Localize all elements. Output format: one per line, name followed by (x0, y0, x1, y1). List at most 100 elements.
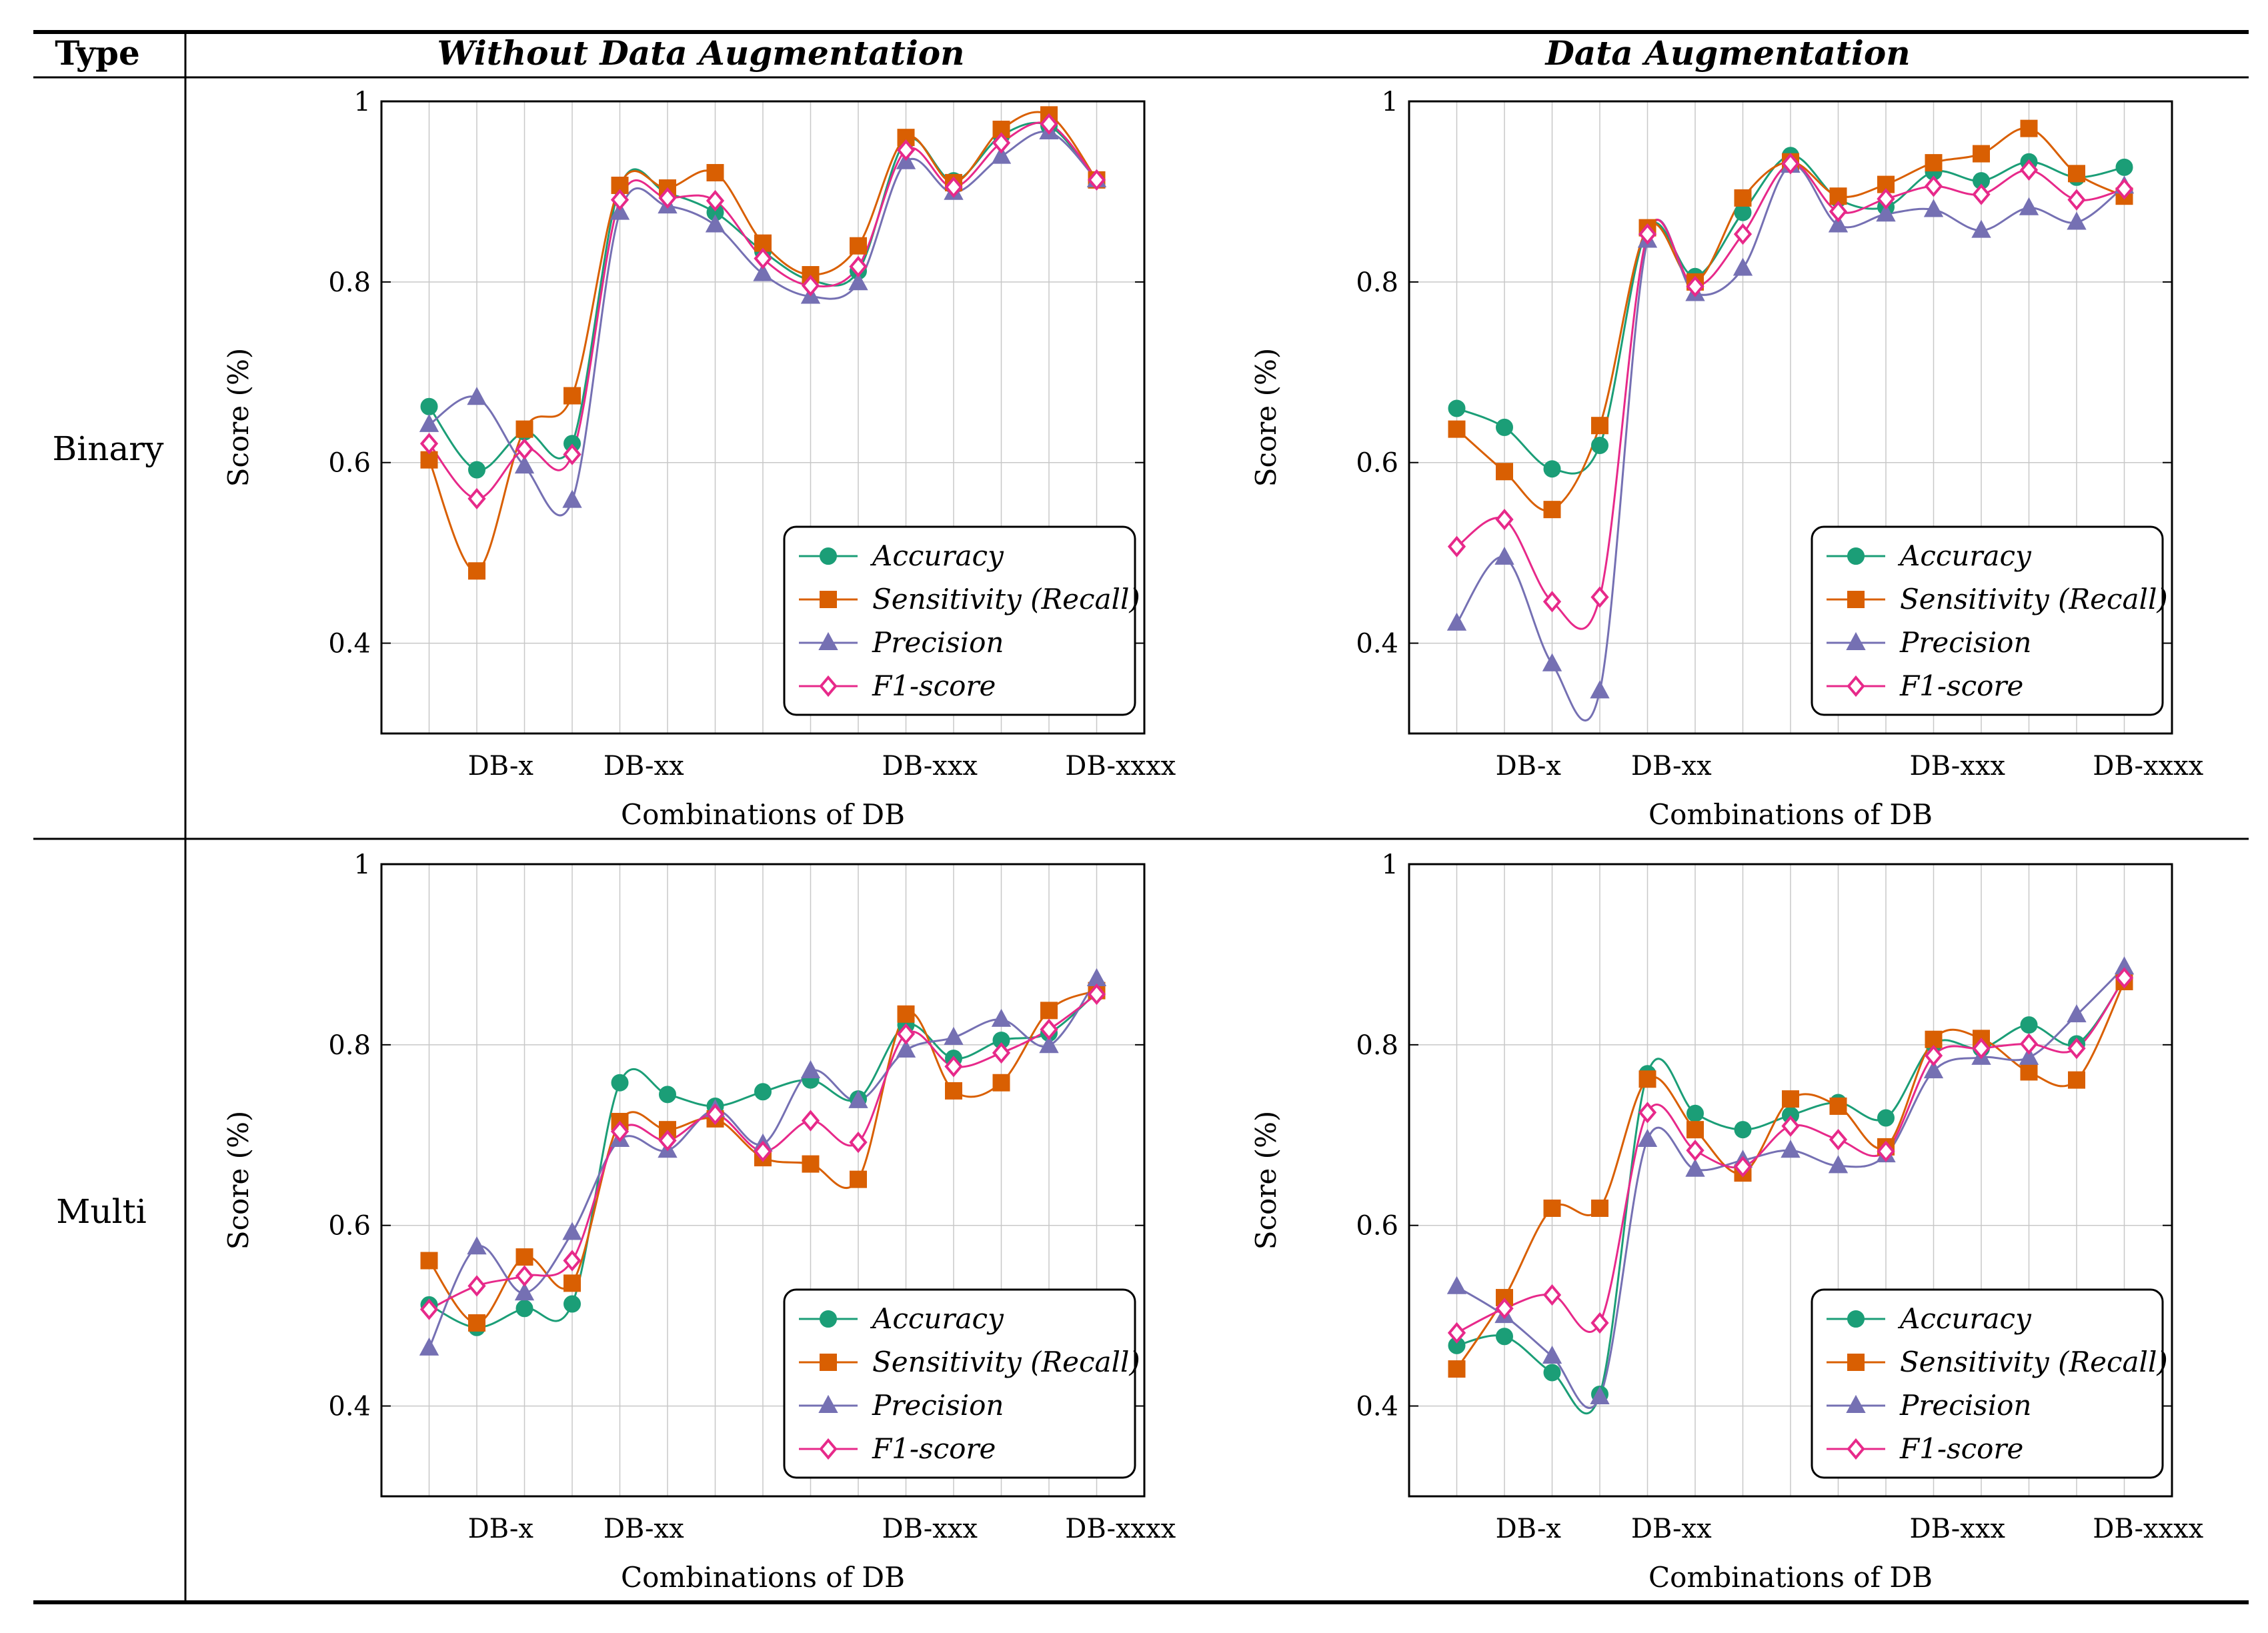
row-label-multi: Multi (56, 1192, 146, 1231)
y-tick-label: 0.4 (1356, 1392, 1398, 1422)
point-precision (1923, 1060, 1944, 1079)
legend: Accuracy Sensitivity (Recall) Precision F1-… (1811, 1288, 2168, 1479)
point-sensitivity-recall (1591, 417, 1608, 435)
legend-label-f1-score: F1-score (872, 1432, 996, 1465)
x-axis-label: Combinations of DB (1648, 798, 1933, 831)
point-accuracy (2115, 158, 2133, 176)
point-sensitivity-recall (706, 163, 724, 181)
legend-marker-sensitivity-recall (1847, 591, 1865, 608)
chart-multi-data-augmentation: 0.4 0.6 0.8 1 DB-x DB-xx DB-xxx DB-xxxx Combinat… (1250, 850, 2204, 1594)
point-f1-score (1447, 535, 1466, 557)
point-f1-score (849, 255, 868, 277)
point-precision (1923, 199, 1944, 217)
point-precision (514, 1282, 535, 1301)
point-sensitivity-recall (420, 1252, 438, 1270)
point-f1-score (1087, 983, 1106, 1006)
y-tick-label: 1 (354, 87, 371, 117)
row-label-binary: Binary (53, 429, 165, 468)
x-axis-label: Combinations of DB (621, 798, 905, 831)
y-tick-label: 0.8 (328, 1030, 371, 1061)
point-precision (419, 1337, 439, 1356)
x-tick-label: DB-x (468, 751, 534, 781)
point-sensitivity-recall (515, 1248, 533, 1266)
point-f1-score (1542, 1284, 1562, 1306)
point-f1-score (1447, 1322, 1466, 1344)
legend: Accuracy Sensitivity (Recall) Precision F1-… (1811, 525, 2168, 716)
point-f1-score (610, 1120, 630, 1142)
x-tick-label: DB-xxxx (2093, 751, 2203, 781)
y-tick-label: 0.6 (328, 448, 371, 479)
point-f1-score (1495, 1298, 1514, 1320)
point-sensitivity-recall (468, 1314, 485, 1332)
point-f1-score (1972, 1038, 1991, 1060)
point-f1-score (1972, 183, 1991, 205)
point-sensitivity-recall (468, 562, 485, 580)
legend-label-sensitivity-recall: Sensitivity (Recall) (1900, 583, 2168, 615)
point-precision (610, 201, 630, 220)
y-axis-label: Score (%) (222, 348, 255, 487)
point-f1-score (754, 1140, 772, 1162)
point-accuracy (420, 397, 438, 415)
point-f1-score (2019, 1033, 2039, 1055)
point-precision (1590, 1386, 1610, 1405)
legend-marker-accuracy (820, 1310, 837, 1328)
y-tick-label: 0.4 (328, 1392, 371, 1422)
point-f1-score (1781, 1115, 1800, 1137)
point-sensitivity-recall (2020, 1063, 2038, 1081)
legend-label-accuracy: Accuracy (1897, 1302, 2032, 1335)
point-precision (1542, 653, 1562, 671)
point-sensitivity-recall (1448, 420, 1466, 438)
point-sensitivity-recall (1543, 501, 1561, 519)
x-tick-label: DB-xx (1631, 751, 1712, 781)
point-precision (2067, 1004, 2087, 1023)
y-axis-label: Score (%) (1250, 348, 1282, 487)
legend-marker-accuracy (1847, 547, 1865, 565)
point-f1-score (1686, 1140, 1705, 1162)
point-f1-score (896, 139, 916, 161)
point-precision (2067, 211, 2087, 230)
legend-label-f1-score: F1-score (1899, 669, 2023, 702)
legend-box (1811, 525, 2164, 716)
point-f1-score (658, 187, 677, 209)
legend-label-sensitivity-recall: Sensitivity (Recall) (872, 1346, 1140, 1378)
point-f1-score (515, 1265, 534, 1287)
point-precision (1828, 214, 1849, 233)
legend-marker-sensitivity-recall (820, 591, 837, 608)
point-f1-score (515, 438, 534, 460)
legend: Accuracy Sensitivity (Recall) Precision F1-… (783, 1288, 1140, 1479)
point-sensitivity-recall (563, 1274, 581, 1292)
point-sensitivity-recall (1543, 1199, 1561, 1217)
point-f1-score (1924, 175, 1943, 197)
point-precision (753, 263, 773, 281)
legend-label-precision: Precision (1899, 626, 2031, 659)
point-f1-score (992, 132, 1011, 154)
point-precision (1828, 1155, 1849, 1174)
point-sensitivity-recall (850, 237, 867, 255)
point-f1-score (944, 176, 963, 198)
legend-label-accuracy: Accuracy (1897, 539, 2032, 572)
point-accuracy (1543, 460, 1561, 478)
plot-frame (1408, 863, 2173, 1498)
y-tick-label: 0.6 (328, 1211, 371, 1242)
point-precision (944, 1026, 964, 1046)
legend-marker-f1-score (1847, 675, 1865, 697)
point-sensitivity-recall (1040, 1002, 1058, 1020)
chart-binary-without-augmentation: 0.4 0.6 0.8 1 DB-x DB-xx DB-xxx DB-xxxx Combinat… (222, 87, 1176, 831)
point-precision (419, 413, 439, 432)
point-precision (1685, 1158, 1705, 1177)
legend-label-f1-score: F1-score (1899, 1432, 2023, 1465)
point-accuracy (1496, 1328, 1513, 1346)
y-tick-label: 0.4 (1356, 629, 1398, 659)
point-precision (800, 1060, 821, 1079)
legend-label-precision: Precision (872, 626, 1004, 659)
point-sensitivity-recall (515, 420, 533, 438)
point-accuracy (1448, 399, 1466, 417)
point-sensitivity-recall (1734, 189, 1752, 207)
legend-marker-precision (818, 631, 838, 650)
y-tick-label: 1 (354, 850, 371, 880)
y-axis-label: Score (%) (222, 1111, 255, 1250)
point-precision (467, 387, 487, 405)
point-accuracy (563, 1295, 581, 1313)
point-sensitivity-recall (1782, 1090, 1799, 1108)
point-sensitivity-recall (1925, 154, 1943, 172)
